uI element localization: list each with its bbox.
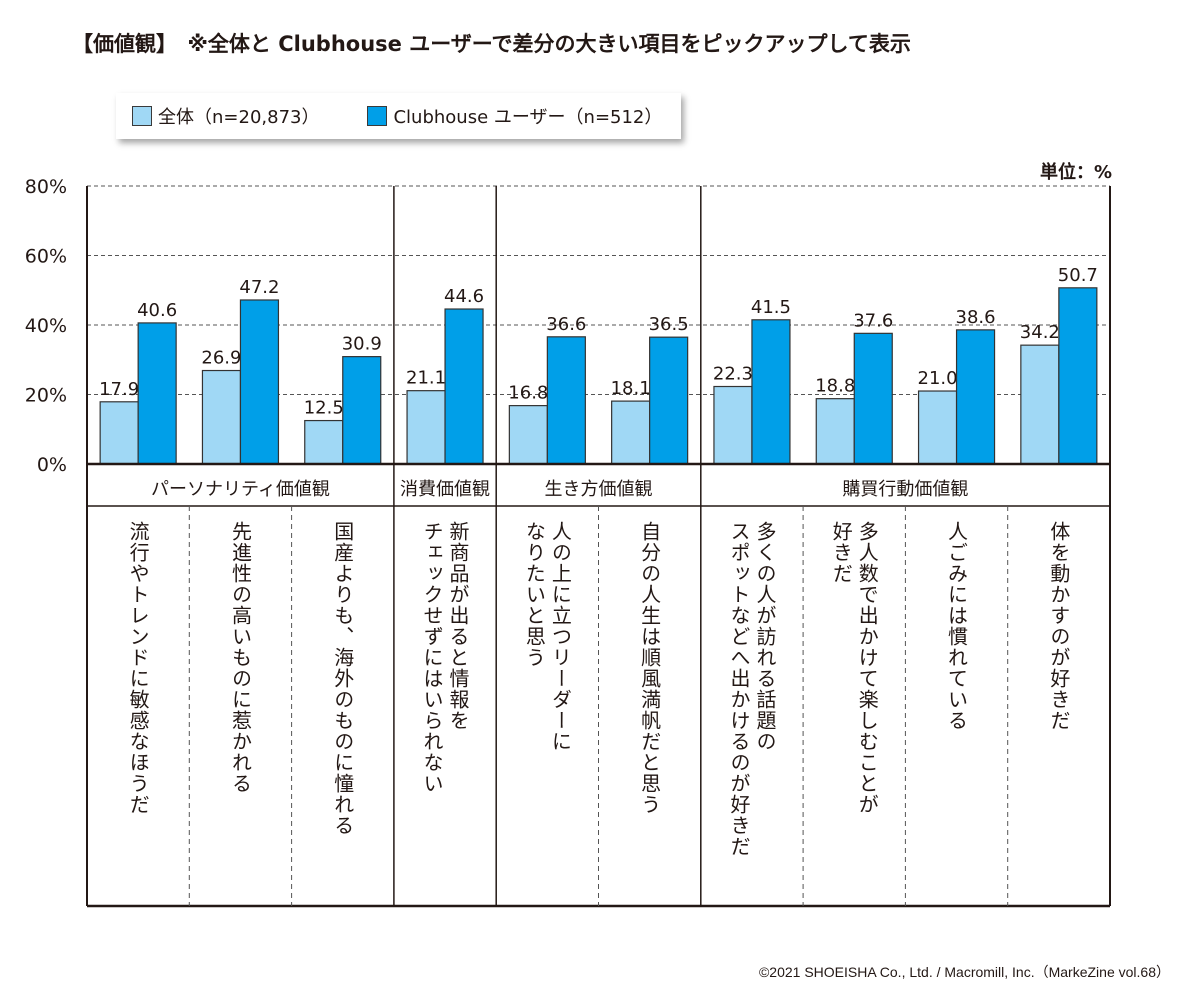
category-label: 多人数で出かけて楽しむことが 好きだ bbox=[829, 521, 880, 815]
legend: 全体（n=20,873） Clubhouse ユーザー（n=512） bbox=[116, 93, 681, 139]
data-label: 34.2 bbox=[1020, 322, 1060, 343]
y-axis-ticks: 0% 20% 40% 60% 80% bbox=[25, 176, 67, 476]
category-label: 国産よりも、海外のものに憧れる bbox=[330, 521, 355, 836]
bar-clubhouse bbox=[342, 356, 382, 465]
data-label: 36.6 bbox=[546, 314, 586, 335]
chart-frame bbox=[86, 186, 1111, 908]
category-label: 自分の人生は順風満帆だと思う bbox=[637, 521, 662, 815]
data-label: 21.0 bbox=[918, 368, 958, 389]
category-label: 人ごみには慣れている bbox=[944, 521, 969, 731]
group-label: パーソナリティ価値観 bbox=[150, 479, 330, 500]
legend-item-clubhouse: Clubhouse ユーザー（n=512） bbox=[367, 103, 662, 129]
bar-clubhouse bbox=[649, 336, 689, 465]
legend-item-overall: 全体（n=20,873） bbox=[132, 103, 319, 129]
bar-clubhouse bbox=[853, 332, 893, 465]
y-tick-label: 40% bbox=[25, 315, 67, 337]
data-label: 50.7 bbox=[1058, 265, 1098, 286]
data-label: 41.5 bbox=[751, 297, 791, 318]
category-label: 先進性の高いものに惹かれる bbox=[228, 521, 253, 794]
data-label: 22.3 bbox=[713, 364, 753, 385]
bar-overall bbox=[713, 385, 753, 465]
data-label: 18.8 bbox=[815, 376, 855, 397]
bar-overall bbox=[815, 398, 855, 465]
data-label: 17.9 bbox=[99, 379, 139, 400]
bar-clubhouse bbox=[751, 319, 791, 465]
data-label: 12.5 bbox=[304, 398, 344, 419]
group-label: 生き方価値観 bbox=[544, 479, 653, 500]
bar-overall bbox=[917, 390, 958, 465]
data-label: 36.5 bbox=[649, 314, 689, 335]
bar-overall bbox=[304, 419, 344, 465]
bar-clubhouse bbox=[955, 329, 996, 465]
y-tick-label: 0% bbox=[37, 454, 67, 476]
bar-clubhouse bbox=[546, 336, 586, 465]
category-label: 人の上に立つリーダーに なりたいと思う bbox=[522, 521, 573, 752]
data-label: 40.6 bbox=[137, 300, 177, 321]
data-label: 18.1 bbox=[611, 378, 651, 399]
bar-clubhouse bbox=[444, 308, 484, 465]
data-label: 44.6 bbox=[444, 286, 484, 307]
y-tick-label: 20% bbox=[25, 385, 67, 407]
group-label: 消費価値観 bbox=[400, 479, 491, 500]
bar-overall bbox=[1020, 344, 1060, 465]
category-label: 新商品が出ると情報を チェックせずにはいられない bbox=[420, 521, 471, 794]
bar-clubhouse bbox=[137, 322, 177, 465]
group-label: 購買行動価値観 bbox=[842, 479, 969, 500]
data-label: 47.2 bbox=[239, 277, 279, 298]
category-label: 流行やトレンドに敏感なほうだ bbox=[126, 521, 151, 815]
y-tick-label: 60% bbox=[25, 246, 67, 268]
bars: 17.9 40.6 26.9 47.2 12.5 30.9 21.1 44.6 16.8 36.6… bbox=[99, 265, 1098, 465]
data-label: 37.6 bbox=[853, 310, 893, 331]
copyright: ©2021 SHOEISHA Co., Ltd. / Macromill, In… bbox=[758, 964, 1170, 980]
unit-label: 単位：% bbox=[1039, 162, 1112, 183]
legend-label-overall: 全体（n=20,873） bbox=[158, 107, 320, 128]
legend-label-clubhouse: Clubhouse ユーザー（n=512） bbox=[393, 107, 663, 128]
category-label: 体を動かすのが好きだ bbox=[1046, 521, 1071, 731]
data-label: 38.6 bbox=[956, 307, 996, 328]
bar-overall bbox=[611, 400, 651, 465]
data-label: 21.1 bbox=[406, 368, 446, 389]
bar-overall bbox=[508, 405, 548, 465]
bar-overall bbox=[406, 390, 446, 465]
bar-overall bbox=[201, 369, 242, 465]
legend-swatch-clubhouse bbox=[367, 106, 388, 126]
bar-clubhouse bbox=[239, 299, 280, 465]
category-label: 多くの人が訪れる話題の スポットなどへ出かけるのが好きだ bbox=[726, 521, 777, 857]
data-label: 16.8 bbox=[508, 383, 548, 404]
bar-overall bbox=[99, 401, 139, 465]
legend-swatch-overall bbox=[132, 106, 152, 126]
data-label: 30.9 bbox=[342, 334, 382, 355]
bar-clubhouse bbox=[1058, 287, 1098, 465]
y-tick-label: 80% bbox=[25, 176, 67, 198]
chart-title: 【価値観】 ※全体と Clubhouse ユーザーで差分の大きい項目をピックアッ… bbox=[72, 32, 911, 56]
data-label: 26.9 bbox=[201, 348, 241, 369]
